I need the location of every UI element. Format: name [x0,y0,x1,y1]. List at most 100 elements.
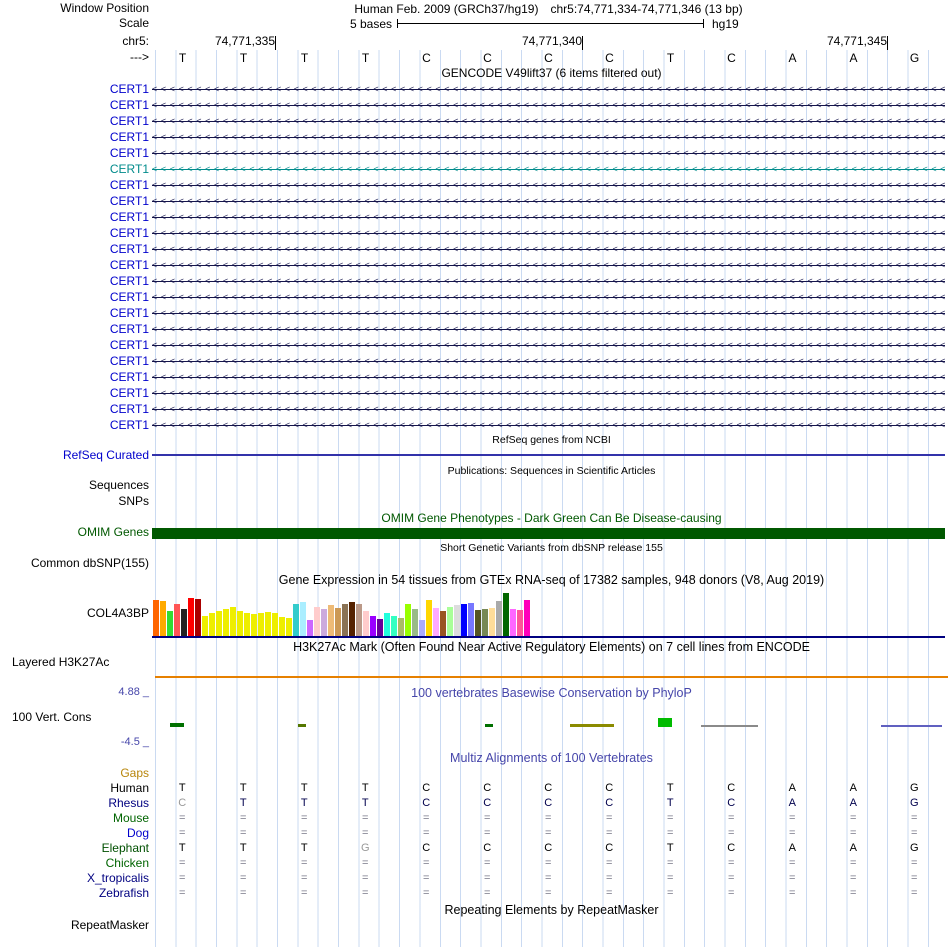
gtex-tissue-bar[interactable] [426,600,432,636]
gencode-transcript-label[interactable]: CERT1 [109,290,149,304]
gencode-transcript-label[interactable]: CERT1 [109,178,149,192]
gtex-tissue-bar[interactable] [468,603,474,636]
gencode-transcript-item[interactable]: <<<<<<<<<<<<<<<<<<<<<<<<<<<<<<<<<<<<<<<<… [152,321,945,337]
gtex-tissue-bar[interactable] [412,609,418,636]
gencode-transcript-label[interactable]: CERT1 [109,114,149,128]
gtex-tissue-bar[interactable] [482,609,488,636]
gtex-tissue-bar[interactable] [391,616,397,636]
dbsnp-label[interactable]: Common dbSNP(155) [30,555,149,570]
gtex-tissue-bar[interactable] [293,604,299,636]
gtex-tissue-bar[interactable] [251,614,257,636]
h3k27ac-signal-line[interactable] [155,676,948,678]
gtex-tissue-bar[interactable] [335,608,341,636]
gtex-tissue-bar[interactable] [489,608,495,636]
gtex-tissue-bar[interactable] [181,609,187,636]
gtex-tissue-bar[interactable] [195,599,201,636]
gtex-tissue-bar[interactable] [167,611,173,636]
snps-label[interactable]: SNPs [118,493,149,508]
gtex-tissue-bar[interactable] [223,609,229,636]
multiz-species-label[interactable]: Chicken [105,856,149,870]
gencode-transcript-item[interactable]: <<<<<<<<<<<<<<<<<<<<<<<<<<<<<<<<<<<<<<<<… [152,241,945,257]
gencode-transcript-item[interactable]: <<<<<<<<<<<<<<<<<<<<<<<<<<<<<<<<<<<<<<<<… [152,337,945,353]
refseq-curated-label[interactable]: RefSeq Curated [62,447,149,462]
gtex-tissue-bar[interactable] [433,608,439,636]
gencode-transcript-item[interactable]: <<<<<<<<<<<<<<<<<<<<<<<<<<<<<<<<<<<<<<<<… [152,81,945,97]
gencode-transcript-item[interactable]: <<<<<<<<<<<<<<<<<<<<<<<<<<<<<<<<<<<<<<<<… [152,305,945,321]
omim-genes-bar[interactable] [152,528,945,539]
gencode-transcript-item[interactable]: <<<<<<<<<<<<<<<<<<<<<<<<<<<<<<<<<<<<<<<<… [152,353,945,369]
gencode-transcript-label[interactable]: CERT1 [109,338,149,352]
gtex-tissue-bar[interactable] [174,604,180,636]
gtex-tissue-bar[interactable] [384,613,390,636]
multiz-species-label[interactable]: Elephant [101,841,149,855]
gencode-transcript-label[interactable]: CERT1 [109,306,149,320]
gtex-tissue-bar[interactable] [300,602,306,636]
gencode-transcript-label[interactable]: CERT1 [109,210,149,224]
gencode-transcript-label[interactable]: CERT1 [109,322,149,336]
gencode-transcript-item[interactable]: <<<<<<<<<<<<<<<<<<<<<<<<<<<<<<<<<<<<<<<<… [152,113,945,129]
gtex-tissue-bar[interactable] [279,617,285,636]
multiz-species-label[interactable]: Human [110,781,149,795]
gtex-tissue-bar[interactable] [377,619,383,636]
gencode-transcript-label[interactable]: CERT1 [109,258,149,272]
gtex-tissue-bar[interactable] [349,602,355,636]
multiz-species-label[interactable]: Zebrafish [98,886,149,900]
phylop-graph[interactable] [152,699,945,737]
gtex-tissue-bar[interactable] [370,616,376,636]
h3k27ac-label[interactable]: Layered H3K27Ac [12,654,110,669]
gtex-tissue-bar[interactable] [265,612,271,636]
publications-label[interactable]: Sequences [88,477,149,492]
gtex-tissue-bar[interactable] [237,611,243,636]
gtex-tissue-bar[interactable] [475,610,481,636]
gtex-tissue-bar[interactable] [510,609,516,636]
gencode-transcript-item[interactable]: <<<<<<<<<<<<<<<<<<<<<<<<<<<<<<<<<<<<<<<<… [152,177,945,193]
gencode-transcript-item[interactable]: <<<<<<<<<<<<<<<<<<<<<<<<<<<<<<<<<<<<<<<<… [152,145,945,161]
gtex-tissue-bar[interactable] [405,604,411,636]
gtex-tissue-bar[interactable] [272,613,278,636]
gencode-transcript-label[interactable]: CERT1 [109,386,149,400]
gtex-tissue-bar[interactable] [517,610,523,636]
gencode-transcript-label[interactable]: CERT1 [109,98,149,112]
gencode-transcript-label[interactable]: CERT1 [109,130,149,144]
gencode-transcript-item[interactable]: <<<<<<<<<<<<<<<<<<<<<<<<<<<<<<<<<<<<<<<<… [152,257,945,273]
gencode-transcript-label[interactable]: CERT1 [109,354,149,368]
gtex-tissue-bar[interactable] [356,604,362,636]
gencode-transcript-label[interactable]: CERT1 [109,82,149,96]
gencode-transcript-label[interactable]: CERT1 [109,162,149,176]
gtex-tissue-bar[interactable] [153,600,159,636]
phylop-track-label[interactable]: 100 Vert. Cons [12,710,92,725]
gtex-tissue-bar[interactable] [321,609,327,636]
gtex-tissue-bar[interactable] [314,607,320,636]
gencode-transcript-label[interactable]: CERT1 [109,402,149,416]
gtex-tissue-bar[interactable] [419,620,425,636]
multiz-species-label[interactable]: Dog [126,826,149,840]
gtex-tissue-bar[interactable] [524,600,530,636]
gtex-tissue-bar[interactable] [216,611,222,636]
gtex-tissue-bar[interactable] [286,618,292,636]
gtex-gene-label[interactable]: COL4A3BP [86,605,149,620]
gtex-tissue-bar[interactable] [503,593,509,636]
gtex-tissue-bar[interactable] [230,607,236,636]
gtex-tissue-bar[interactable] [496,601,502,636]
gencode-transcript-label[interactable]: CERT1 [109,226,149,240]
refseq-gene-item[interactable] [152,454,945,456]
multiz-species-label[interactable]: Mouse [112,811,149,825]
gencode-transcript-label[interactable]: CERT1 [109,242,149,256]
gtex-tissue-bar[interactable] [202,616,208,636]
gtex-tissue-bar[interactable] [398,618,404,636]
multiz-species-label[interactable]: Rhesus [108,796,149,810]
gencode-transcript-label[interactable]: CERT1 [109,194,149,208]
gencode-transcript-item[interactable]: <<<<<<<<<<<<<<<<<<<<<<<<<<<<<<<<<<<<<<<<… [152,209,945,225]
gtex-tissue-bar[interactable] [188,598,194,636]
gtex-tissue-bar[interactable] [160,601,166,636]
gencode-transcript-item[interactable]: <<<<<<<<<<<<<<<<<<<<<<<<<<<<<<<<<<<<<<<<… [152,369,945,385]
gencode-transcript-item[interactable]: <<<<<<<<<<<<<<<<<<<<<<<<<<<<<<<<<<<<<<<<… [152,193,945,209]
gencode-transcript-item[interactable]: <<<<<<<<<<<<<<<<<<<<<<<<<<<<<<<<<<<<<<<<… [152,225,945,241]
gencode-transcript-item[interactable]: <<<<<<<<<<<<<<<<<<<<<<<<<<<<<<<<<<<<<<<<… [152,385,945,401]
gtex-tissue-bar[interactable] [461,604,467,636]
gencode-transcript-item[interactable]: <<<<<<<<<<<<<<<<<<<<<<<<<<<<<<<<<<<<<<<<… [152,401,945,417]
gencode-transcript-item[interactable]: <<<<<<<<<<<<<<<<<<<<<<<<<<<<<<<<<<<<<<<<… [152,161,945,177]
multiz-species-label[interactable]: X_tropicalis [86,871,149,885]
gencode-transcript-label[interactable]: CERT1 [109,370,149,384]
gencode-transcript-label[interactable]: CERT1 [109,418,149,432]
